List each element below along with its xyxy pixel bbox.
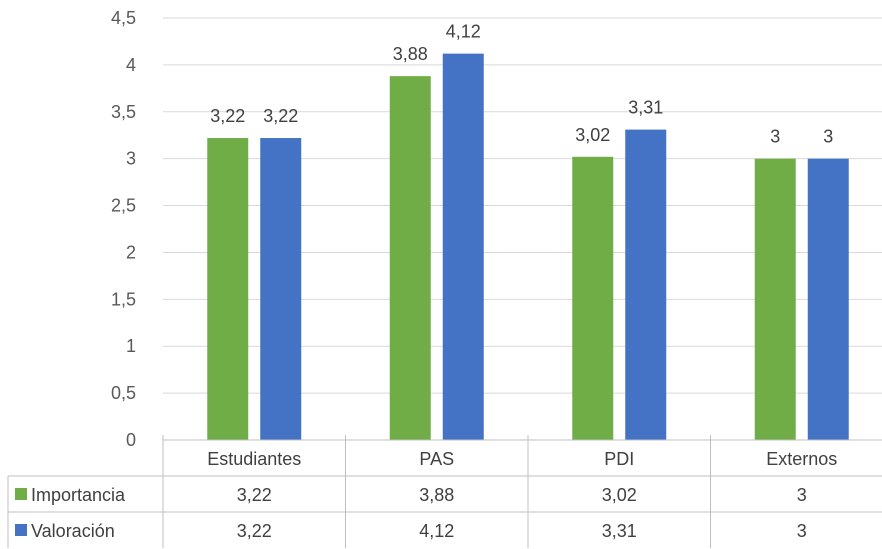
data-label: 3: [770, 127, 780, 147]
table-cell: 3: [797, 485, 807, 505]
y-tick-label: 1,5: [111, 289, 136, 309]
table-cell: 3,31: [602, 521, 637, 541]
y-tick-label: 3,5: [111, 102, 136, 122]
table-cell: 3,22: [237, 521, 272, 541]
bar-importancia: [572, 156, 614, 440]
y-tick-label: 2,5: [111, 196, 136, 216]
y-tick-label: 3: [126, 149, 136, 169]
category-label: Estudiantes: [207, 449, 301, 469]
data-label: 3,22: [263, 106, 298, 126]
data-label: 3,02: [575, 125, 610, 145]
legend-label: Importancia: [31, 485, 126, 505]
y-tick-label: 4: [126, 55, 136, 75]
bar-valoracion: [442, 53, 484, 440]
bar-valoracion: [625, 129, 667, 440]
bar-importancia: [207, 138, 249, 440]
bar-importancia: [389, 76, 431, 441]
bar-importancia: [754, 158, 796, 440]
table-cell: 3,22: [237, 485, 272, 505]
bar-valoracion: [807, 158, 849, 440]
table-cell: 3: [797, 521, 807, 541]
data-label: 3: [823, 127, 833, 147]
data-label: 3,31: [628, 98, 663, 118]
y-tick-label: 0,5: [111, 383, 136, 403]
legend-swatch: [15, 488, 27, 500]
data-label: 3,88: [393, 44, 428, 64]
bar-valoracion: [260, 138, 302, 440]
category-label: PAS: [419, 449, 454, 469]
y-tick-label: 2: [126, 242, 136, 262]
data-label: 4,12: [446, 22, 481, 42]
table-cell: 3,02: [602, 485, 637, 505]
legend-swatch: [15, 524, 27, 536]
category-label: PDI: [604, 449, 634, 469]
data-label: 3,22: [210, 106, 245, 126]
y-tick-label: 1: [126, 336, 136, 356]
table-cell: 3,88: [419, 485, 454, 505]
category-label: Externos: [766, 449, 837, 469]
y-tick-label: 4,5: [111, 8, 136, 28]
table-cell: 4,12: [419, 521, 454, 541]
legend-label: Valoración: [31, 521, 115, 541]
y-tick-label: 0: [126, 430, 136, 450]
